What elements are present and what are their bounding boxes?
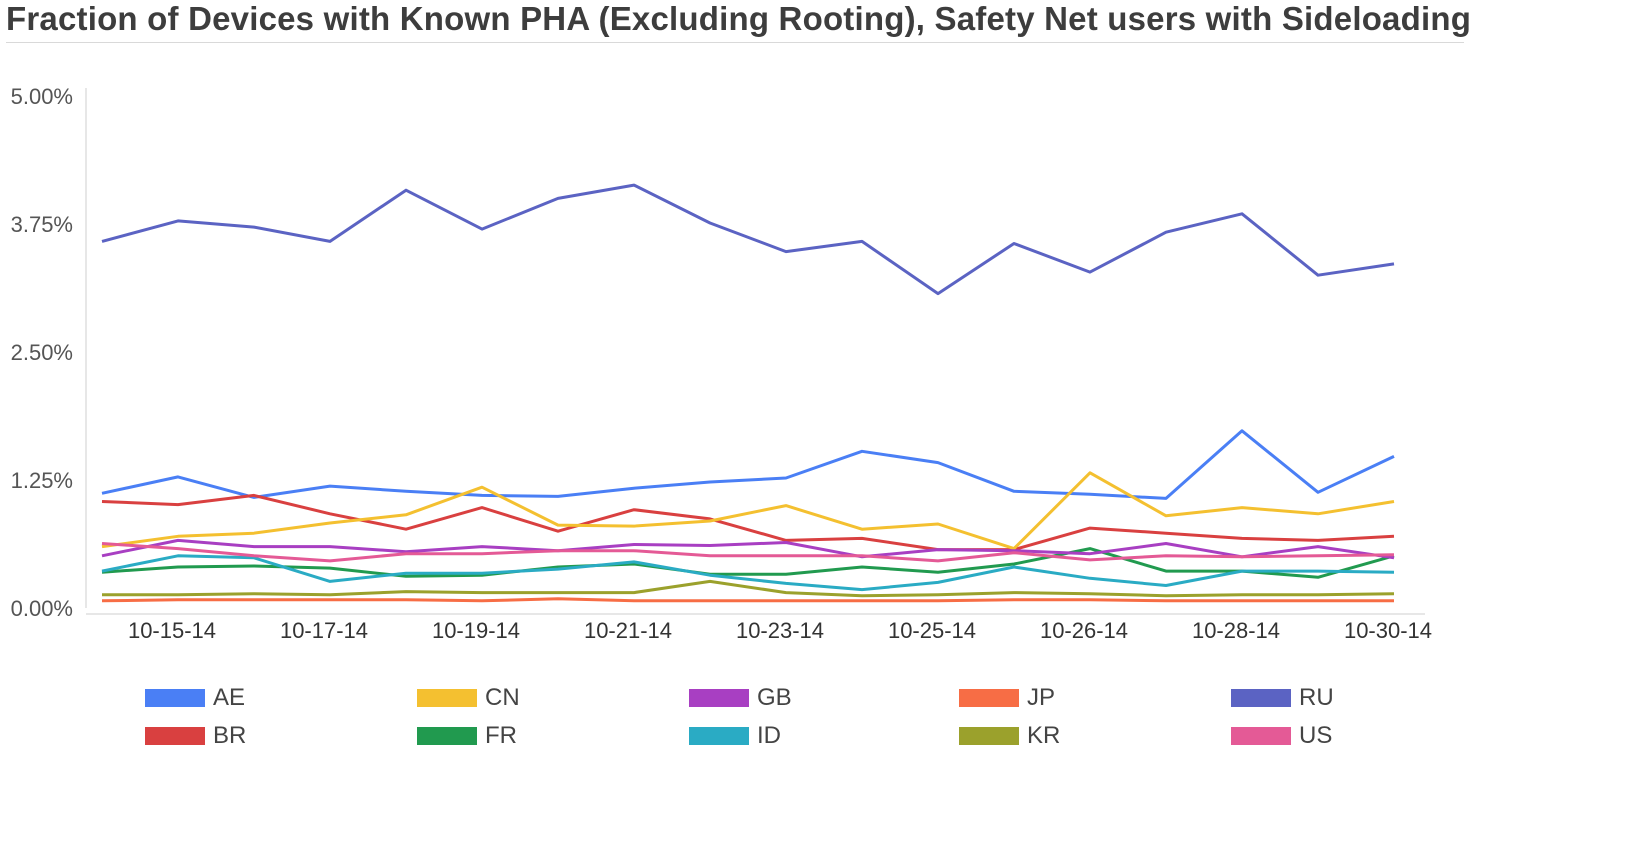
legend-item-us[interactable]: US [1231, 721, 1332, 751]
x-tick-label: 10-23-14 [736, 618, 824, 643]
legend-label: FR [485, 722, 517, 750]
legend-item-ru[interactable]: RU [1231, 683, 1334, 713]
legend-label: US [1299, 722, 1332, 750]
x-tick-label: 10-30-14 [1344, 618, 1432, 643]
legend-swatch [417, 689, 477, 707]
x-tick-label: 10-17-14 [280, 618, 368, 643]
legend-item-jp[interactable]: JP [959, 683, 1055, 713]
legend-item-kr[interactable]: KR [959, 721, 1060, 751]
legend-label: ID [757, 722, 781, 750]
legend-label: RU [1299, 684, 1334, 712]
series-line-fr[interactable] [102, 549, 1394, 578]
legend-label: KR [1027, 722, 1060, 750]
legend-swatch [1231, 727, 1291, 745]
legend-item-gb[interactable]: GB [689, 683, 792, 713]
legend-label: BR [213, 722, 246, 750]
legend-label: JP [1027, 684, 1055, 712]
y-tick-label: 3.75% [11, 212, 73, 237]
legend-swatch [959, 727, 1019, 745]
y-tick-label: 2.50% [11, 340, 73, 365]
legend-swatch [689, 727, 749, 745]
x-tick-label: 10-25-14 [888, 618, 976, 643]
legend-label: GB [757, 684, 792, 712]
series-line-ae[interactable] [102, 431, 1394, 499]
x-tick-label: 10-26-14 [1040, 618, 1128, 643]
legend-swatch [145, 727, 205, 745]
y-tick-label: 1.25% [11, 468, 73, 493]
legend-item-ae[interactable]: AE [145, 683, 245, 713]
chart-tick-labels: 0.00% 1.25% 2.50% 3.75% 5.00% 10-15-14 10-17-1… [11, 84, 1432, 643]
legend-item-cn[interactable]: CN [417, 683, 520, 713]
series-line-id[interactable] [102, 556, 1394, 590]
legend-label: AE [213, 684, 245, 712]
y-tick-label: 0.00% [11, 596, 73, 621]
legend-item-fr[interactable]: FR [417, 721, 517, 751]
x-tick-label: 10-28-14 [1192, 618, 1280, 643]
y-tick-label: 5.00% [11, 84, 73, 109]
series-line-cn[interactable] [102, 473, 1394, 549]
legend-item-id[interactable]: ID [689, 721, 781, 751]
line-chart: 0.00% 1.25% 2.50% 3.75% 5.00% 10-15-14 10-17-1… [0, 0, 1652, 852]
series-line-jp[interactable] [102, 599, 1394, 601]
series-line-ru[interactable] [102, 185, 1394, 294]
legend-swatch [145, 689, 205, 707]
legend-swatch [689, 689, 749, 707]
legend-label: CN [485, 684, 520, 712]
series-line-kr[interactable] [102, 581, 1394, 595]
legend-item-br[interactable]: BR [145, 721, 246, 751]
x-tick-label: 10-21-14 [584, 618, 672, 643]
chart-series [102, 185, 1394, 601]
series-line-br[interactable] [102, 495, 1394, 549]
x-tick-label: 10-19-14 [432, 618, 520, 643]
x-tick-label: 10-15-14 [128, 618, 216, 643]
chart-axes [86, 88, 1425, 614]
legend-swatch [959, 689, 1019, 707]
legend-swatch [417, 727, 477, 745]
legend-swatch [1231, 689, 1291, 707]
